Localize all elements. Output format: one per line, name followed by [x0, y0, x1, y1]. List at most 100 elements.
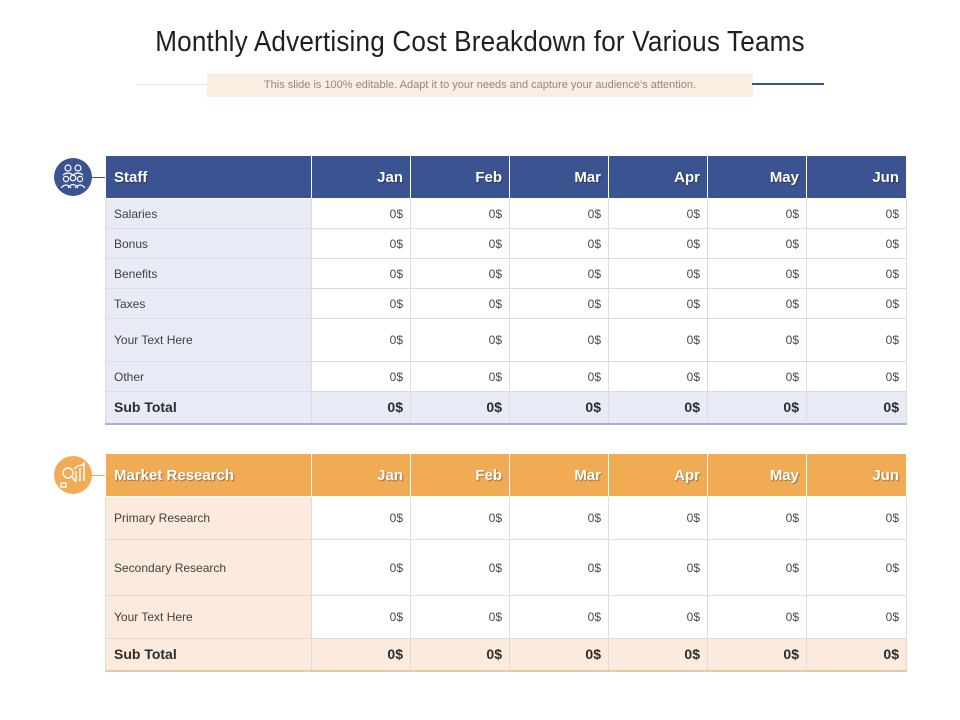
staff-connector [92, 177, 105, 178]
cell-value: 0$ [806, 539, 907, 596]
market-research-header-row: Market Research Jan Feb Mar Apr May Jun [105, 454, 907, 497]
cell-value: 0$ [311, 228, 411, 259]
cell-value: 0$ [608, 318, 708, 362]
cell-value: 0$ [608, 595, 708, 639]
cell-value: 0$ [509, 496, 609, 540]
cell-value: 0$ [410, 198, 510, 229]
mr-header-jun: Jun [806, 454, 907, 497]
mr-header-may: May [707, 454, 807, 497]
cell-value: 0$ [806, 318, 907, 362]
subtotal-value: 0$ [707, 391, 807, 425]
row-label: Your Text Here [105, 318, 312, 362]
row-label: Salaries [105, 198, 312, 229]
staff-header-row: Staff Jan Feb Mar Apr May Jun [105, 156, 907, 199]
cell-value: 0$ [806, 288, 907, 319]
market-research-table: Market Research Jan Feb Mar Apr May Jun … [105, 454, 907, 672]
cell-value: 0$ [509, 361, 609, 392]
row-label: Secondary Research [105, 539, 312, 596]
mr-header-apr: Apr [608, 454, 708, 497]
mr-header-label: Market Research [105, 454, 312, 497]
cell-value: 0$ [311, 258, 411, 289]
cell-value: 0$ [707, 258, 807, 289]
cell-value: 0$ [707, 361, 807, 392]
market-research-connector [92, 475, 105, 476]
staff-table: Staff Jan Feb Mar Apr May Jun Salaries 0… [105, 156, 907, 425]
row-label: Your Text Here [105, 595, 312, 639]
cell-value: 0$ [608, 361, 708, 392]
staff-header-label: Staff [105, 156, 312, 199]
subtotal-value: 0$ [608, 638, 708, 672]
subtotal-value: 0$ [509, 391, 609, 425]
cell-value: 0$ [509, 228, 609, 259]
cell-value: 0$ [707, 288, 807, 319]
cell-value: 0$ [311, 496, 411, 540]
table-row: Bonus 0$ 0$ 0$ 0$ 0$ 0$ [105, 228, 907, 259]
page-title: Monthly Advertising Cost Breakdown for V… [155, 26, 805, 58]
subtitle-banner: This slide is 100% editable. Adapt it to… [207, 74, 753, 97]
cell-value: 0$ [410, 496, 510, 540]
subtotal-value: 0$ [608, 391, 708, 425]
subtotal-value: 0$ [410, 391, 510, 425]
table-row: Salaries 0$ 0$ 0$ 0$ 0$ 0$ [105, 198, 907, 229]
cell-value: 0$ [410, 539, 510, 596]
cell-value: 0$ [806, 228, 907, 259]
cell-value: 0$ [311, 288, 411, 319]
table-row: Benefits 0$ 0$ 0$ 0$ 0$ 0$ [105, 258, 907, 289]
subtotal-label: Sub Total [105, 638, 312, 672]
mr-header-mar: Mar [509, 454, 609, 497]
cell-value: 0$ [608, 496, 708, 540]
cell-value: 0$ [311, 595, 411, 639]
subtotal-value: 0$ [311, 391, 411, 425]
mr-header-feb: Feb [410, 454, 510, 497]
subtotal-value: 0$ [410, 638, 510, 672]
row-label: Bonus [105, 228, 312, 259]
cell-value: 0$ [608, 288, 708, 319]
staff-header-jun: Jun [806, 156, 907, 199]
cell-value: 0$ [311, 539, 411, 596]
cell-value: 0$ [509, 539, 609, 596]
cell-value: 0$ [410, 258, 510, 289]
table-row: Other 0$ 0$ 0$ 0$ 0$ 0$ [105, 361, 907, 392]
subtotal-value: 0$ [806, 391, 907, 425]
row-label: Benefits [105, 258, 312, 289]
row-label: Taxes [105, 288, 312, 319]
subtotal-label: Sub Total [105, 391, 312, 425]
cell-value: 0$ [410, 361, 510, 392]
research-chart-icon [54, 456, 92, 494]
cell-value: 0$ [509, 595, 609, 639]
cell-value: 0$ [410, 595, 510, 639]
cell-value: 0$ [707, 595, 807, 639]
cell-value: 0$ [509, 258, 609, 289]
table-row: Your Text Here 0$ 0$ 0$ 0$ 0$ 0$ [105, 318, 907, 362]
title-rule-right [752, 83, 824, 85]
staff-header-may: May [707, 156, 807, 199]
table-row: Your Text Here 0$ 0$ 0$ 0$ 0$ 0$ [105, 595, 907, 639]
market-research-subtotal-row: Sub Total 0$ 0$ 0$ 0$ 0$ 0$ [105, 638, 907, 672]
cell-value: 0$ [311, 318, 411, 362]
mr-header-jan: Jan [311, 454, 411, 497]
cell-value: 0$ [707, 496, 807, 540]
team-icon [54, 158, 92, 196]
cell-value: 0$ [806, 258, 907, 289]
staff-subtotal-row: Sub Total 0$ 0$ 0$ 0$ 0$ 0$ [105, 391, 907, 425]
cell-value: 0$ [311, 361, 411, 392]
cell-value: 0$ [509, 288, 609, 319]
cell-value: 0$ [509, 318, 609, 362]
cell-value: 0$ [806, 496, 907, 540]
table-row: Secondary Research 0$ 0$ 0$ 0$ 0$ 0$ [105, 539, 907, 596]
staff-header-jan: Jan [311, 156, 411, 199]
cell-value: 0$ [608, 258, 708, 289]
cell-value: 0$ [608, 198, 708, 229]
staff-header-apr: Apr [608, 156, 708, 199]
cell-value: 0$ [311, 198, 411, 229]
cell-value: 0$ [806, 595, 907, 639]
cell-value: 0$ [707, 198, 807, 229]
subtotal-value: 0$ [707, 638, 807, 672]
cell-value: 0$ [707, 228, 807, 259]
cell-value: 0$ [806, 361, 907, 392]
cell-value: 0$ [509, 198, 609, 229]
table-row: Primary Research 0$ 0$ 0$ 0$ 0$ 0$ [105, 496, 907, 540]
subtotal-value: 0$ [806, 638, 907, 672]
cell-value: 0$ [707, 318, 807, 362]
row-label: Primary Research [105, 496, 312, 540]
